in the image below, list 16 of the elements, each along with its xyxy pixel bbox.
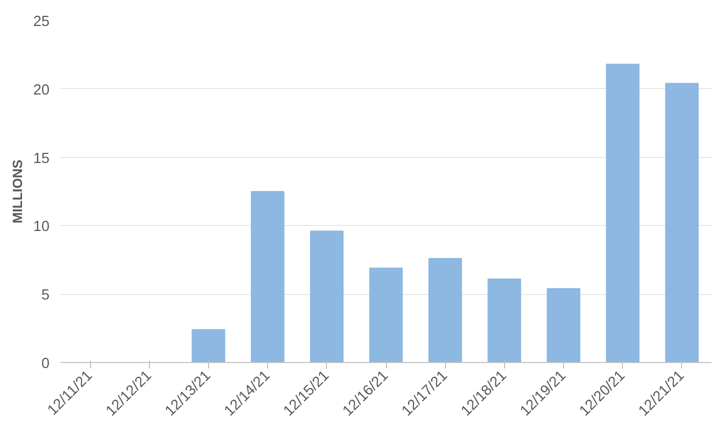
bar (369, 268, 403, 362)
bar (488, 278, 522, 362)
bar (192, 329, 226, 362)
y-axis-title: MILLIONS (10, 160, 26, 224)
y-tick-label: 10 (33, 219, 50, 236)
y-tick-label: 25 (33, 14, 50, 30)
bar (606, 64, 640, 362)
y-tick-label: 5 (41, 288, 50, 304)
bar (428, 258, 462, 362)
y-tick-label: 0 (41, 356, 50, 372)
bar (310, 230, 344, 362)
y-tick-label: 20 (33, 82, 50, 98)
bar (546, 288, 580, 362)
bar (250, 191, 284, 362)
y-tick-label: 15 (33, 150, 50, 167)
bar (665, 82, 699, 362)
